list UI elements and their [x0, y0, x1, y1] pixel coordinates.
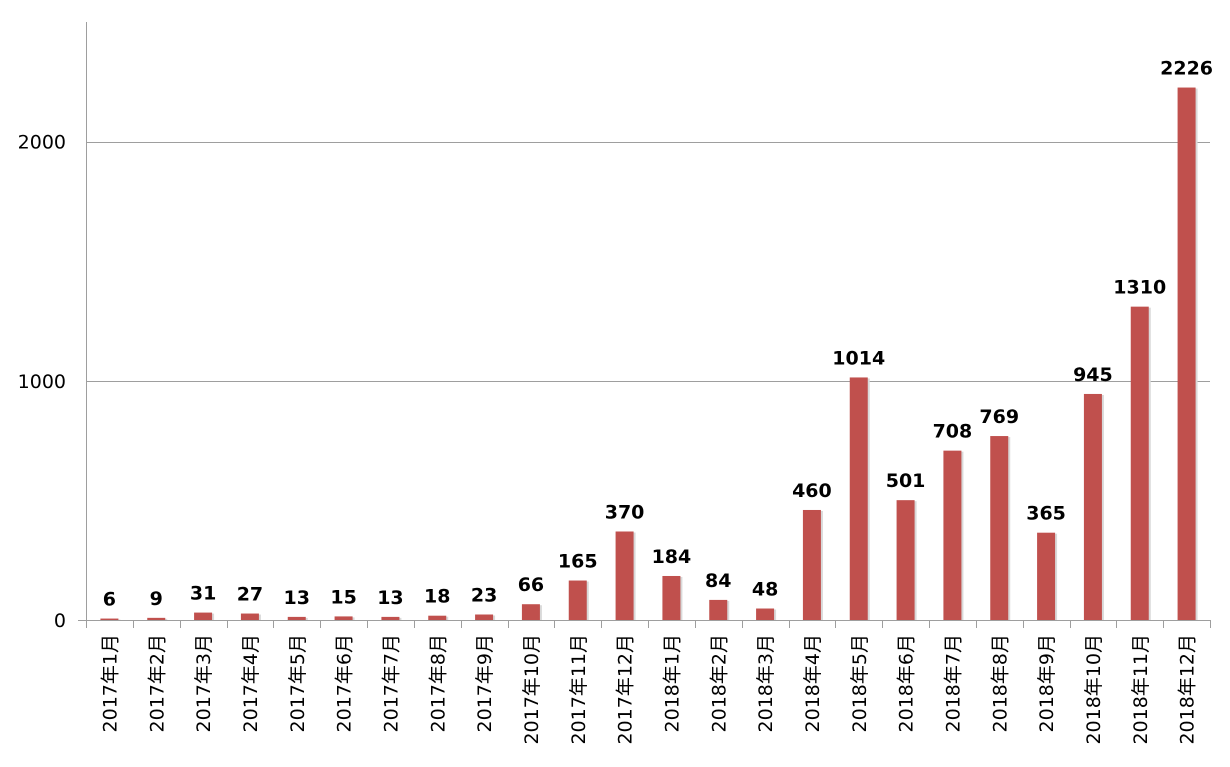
- data-label: 1310: [1113, 277, 1166, 299]
- bar: [381, 616, 400, 620]
- bar: [521, 604, 540, 620]
- data-label: 15: [330, 586, 356, 608]
- bar: [147, 617, 166, 620]
- data-label: 18: [424, 586, 450, 608]
- x-tick-label: 2017年11月: [568, 634, 590, 745]
- bar: [1130, 306, 1149, 620]
- data-label: 84: [705, 570, 731, 592]
- x-tick-label: 2018年8月: [989, 634, 1011, 732]
- bar: [194, 612, 213, 620]
- bar: [568, 580, 587, 620]
- x-tick-label: 2018年1月: [661, 634, 683, 732]
- x-tick-label: 2017年10月: [521, 634, 543, 745]
- x-tick-label: 2018年7月: [942, 634, 964, 732]
- bar: [100, 618, 119, 620]
- y-tick-label: 2000: [18, 132, 66, 154]
- bar: [943, 450, 962, 620]
- x-tick-label: 2018年2月: [708, 634, 730, 732]
- x-tick-label: 2017年4月: [240, 634, 262, 732]
- x-tick-label: 2017年9月: [474, 634, 496, 732]
- data-label: 501: [886, 470, 926, 492]
- data-labels: 6 9 31 27 13 15 13 18 23 66 165 370 184 84 48 460 1014 50…: [103, 58, 1213, 611]
- bar: [428, 615, 447, 620]
- data-label: 2226: [1160, 58, 1213, 80]
- bar: [756, 608, 775, 620]
- x-tick-label: 2017年2月: [146, 634, 168, 732]
- data-label: 165: [558, 551, 598, 573]
- data-label: 769: [979, 406, 1019, 428]
- bar: [615, 531, 634, 620]
- y-tick-label: 0: [54, 610, 66, 632]
- bar: [334, 616, 353, 620]
- x-tick-label: 2018年10月: [1083, 634, 1105, 745]
- data-label: 31: [190, 583, 216, 605]
- x-tick-label: 2018年6月: [896, 634, 918, 732]
- x-tick-label: 2017年6月: [334, 634, 356, 732]
- gridlines: [86, 142, 1210, 382]
- x-tick-label: 2017年7月: [380, 634, 402, 732]
- x-tick-label: 2018年3月: [755, 634, 777, 732]
- data-label: 66: [518, 574, 544, 596]
- bar: [662, 575, 681, 620]
- data-label: 184: [652, 546, 692, 568]
- bar: [849, 377, 868, 620]
- y-tick-labels: 0 1000 2000: [18, 132, 66, 632]
- x-tick-label: 2018年4月: [802, 634, 824, 732]
- data-label: 27: [237, 584, 263, 606]
- x-tick-label: 2017年12月: [615, 634, 637, 745]
- bar: [475, 614, 494, 620]
- axes: [78, 22, 1211, 628]
- x-tick-label: 2017年3月: [193, 634, 215, 732]
- data-label: 945: [1073, 364, 1113, 386]
- x-tick-label: 2017年1月: [99, 634, 121, 732]
- x-tick-label: 2018年12月: [1177, 634, 1199, 745]
- data-label: 23: [471, 584, 497, 606]
- data-label: 370: [605, 501, 645, 523]
- x-tick-label: 2018年9月: [1036, 634, 1058, 732]
- bar: [1177, 87, 1196, 621]
- bar: [240, 613, 259, 620]
- data-label: 365: [1026, 503, 1066, 525]
- x-tick-label: 2018年5月: [849, 634, 871, 732]
- bar: [1083, 393, 1102, 620]
- y-tick-label: 1000: [18, 371, 66, 393]
- bar: [802, 509, 821, 620]
- bar: [1037, 532, 1056, 620]
- bars: [100, 87, 1198, 621]
- data-label: 708: [933, 421, 973, 443]
- bar: [896, 500, 915, 620]
- x-tick-label: 2017年8月: [427, 634, 449, 732]
- bar: [990, 436, 1009, 620]
- x-tick-labels: 2017年1月 2017年2月 2017年3月 2017年4月 2017年5月 2017年…: [99, 634, 1198, 745]
- data-label: 13: [377, 587, 403, 609]
- data-label: 6: [103, 589, 116, 611]
- data-label: 9: [150, 588, 163, 610]
- data-label: 460: [792, 480, 832, 502]
- data-label: 1014: [832, 347, 885, 369]
- data-label: 13: [284, 587, 310, 609]
- bar: [709, 599, 728, 620]
- bar: [287, 616, 306, 620]
- data-label: 48: [752, 579, 778, 601]
- x-tick-label: 2018年11月: [1130, 634, 1152, 745]
- x-tick-label: 2017年5月: [287, 634, 309, 732]
